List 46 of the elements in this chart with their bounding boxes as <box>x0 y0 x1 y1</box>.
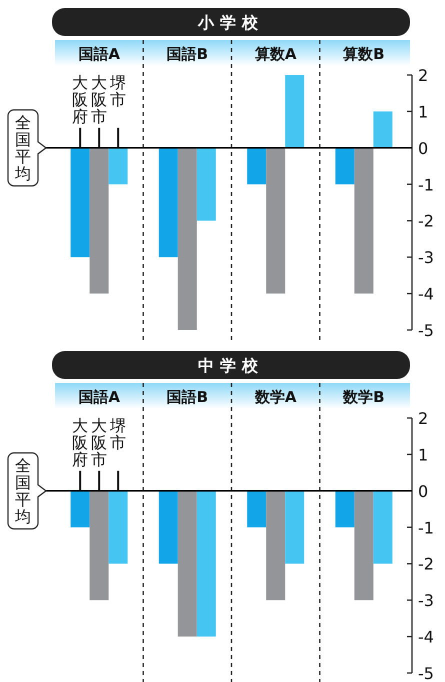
x-tick-label: 算数B <box>342 45 385 63</box>
ref-line-label: 全国平均 <box>14 112 31 183</box>
ref-line-label: 全国平均 <box>14 456 31 526</box>
series-label: 大阪府 <box>72 72 88 126</box>
y-tick-label: -5 <box>418 664 434 682</box>
bar <box>108 148 128 184</box>
series-label: 大阪市 <box>91 72 108 126</box>
bar <box>247 148 266 184</box>
series-label: 大阪市 <box>91 416 108 469</box>
x-tick-label: 国語B <box>166 45 208 63</box>
text: 堺市 <box>109 416 126 452</box>
bar <box>266 148 286 294</box>
y-tick-label: -5 <box>418 321 434 340</box>
bar <box>285 75 304 148</box>
y-tick-label: -2 <box>418 212 434 231</box>
y-tick-label: 1 <box>418 445 428 464</box>
chart-title: 小学校 <box>197 13 264 32</box>
x-tick-label: 数学A <box>254 388 297 406</box>
bar <box>354 148 374 294</box>
bar <box>178 148 197 330</box>
y-tick-label: -2 <box>418 554 434 574</box>
text: 堺市 <box>109 72 126 109</box>
bar <box>158 148 178 258</box>
bar <box>373 111 392 148</box>
x-tick-label: 算数A <box>254 45 297 63</box>
y-tick-label: 2 <box>418 66 428 85</box>
y-tick-label: -4 <box>418 284 434 304</box>
bar <box>90 148 109 294</box>
y-tick-label: 0 <box>418 138 428 158</box>
series-label: 大阪府 <box>72 416 88 469</box>
x-tick-label: 国語B <box>166 388 208 406</box>
y-tick-label: 1 <box>418 102 428 122</box>
chart-title: 中学校 <box>198 356 264 375</box>
y-tick-label: -4 <box>418 628 434 647</box>
y-tick-label: -1 <box>418 518 434 538</box>
x-tick-label: 国語A <box>78 388 120 406</box>
x-tick-label: 国語A <box>78 45 120 63</box>
y-tick-label: -1 <box>418 175 434 194</box>
y-tick-label: 2 <box>418 409 428 428</box>
bar <box>70 148 90 258</box>
y-tick-label: -3 <box>418 591 434 610</box>
y-tick-label: -3 <box>418 248 434 268</box>
y-tick-label: 0 <box>418 482 428 501</box>
bar <box>196 148 216 221</box>
bar <box>335 148 354 184</box>
x-tick-label: 数学B <box>342 388 385 406</box>
